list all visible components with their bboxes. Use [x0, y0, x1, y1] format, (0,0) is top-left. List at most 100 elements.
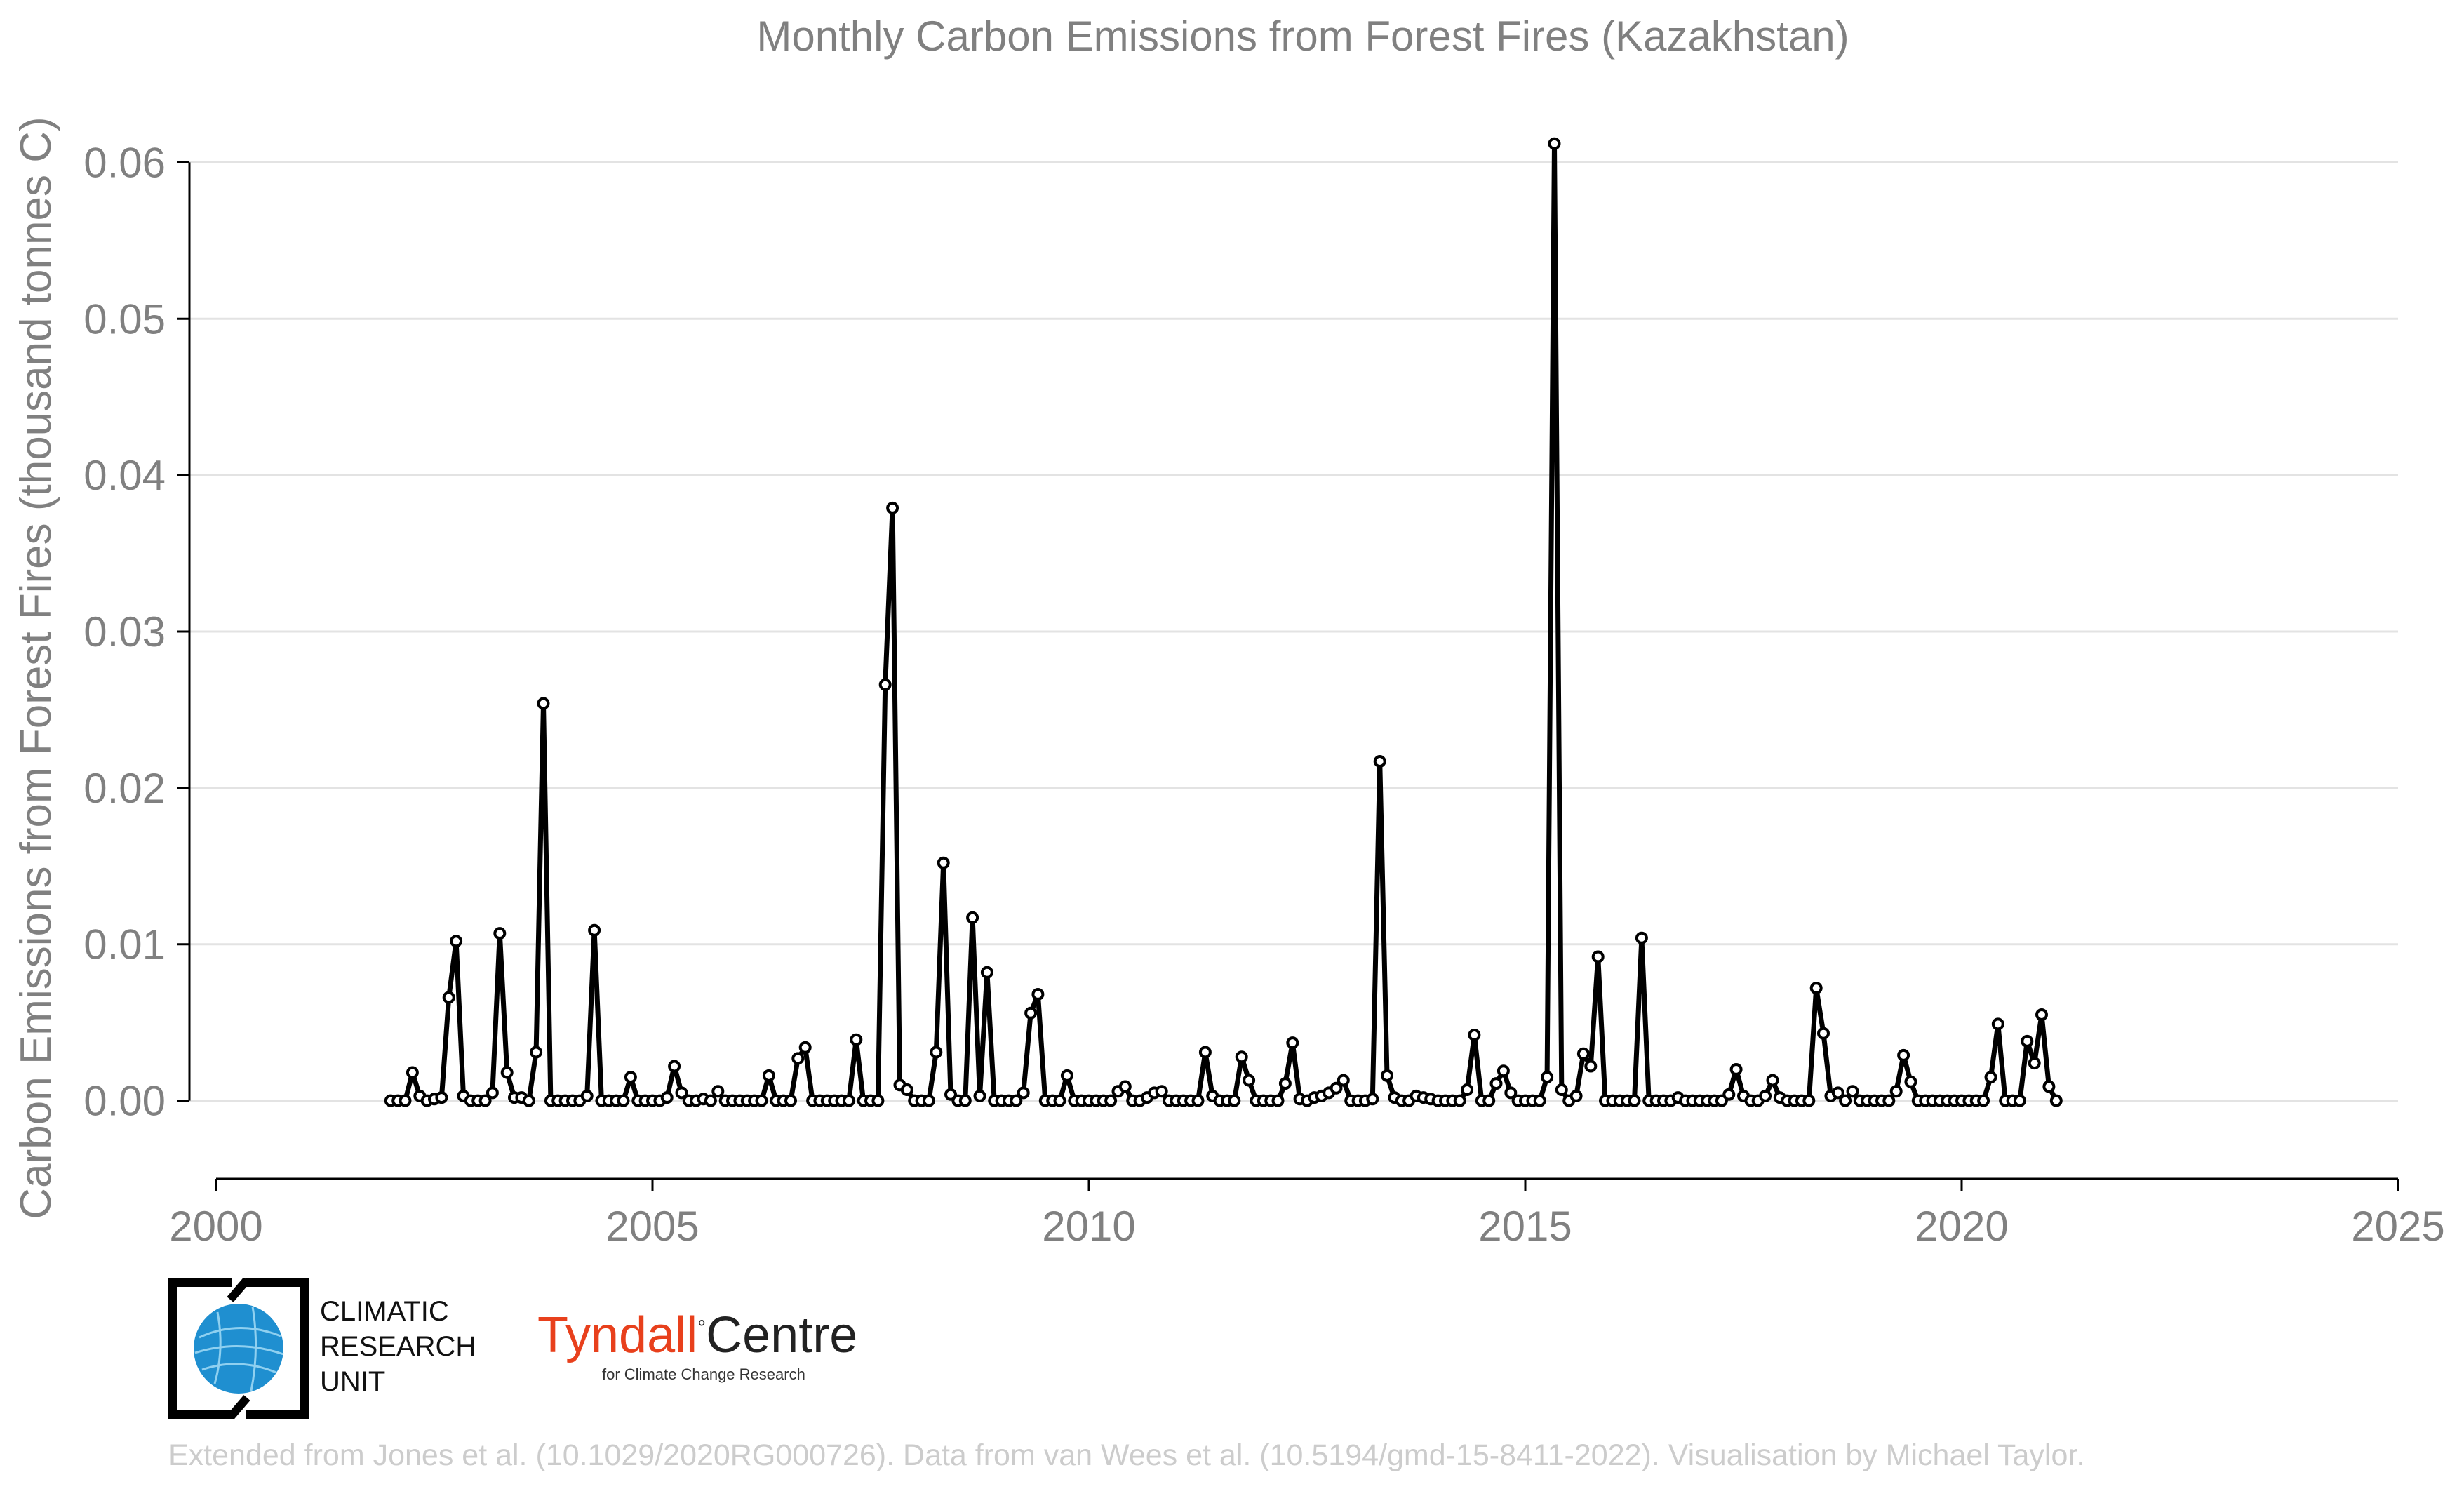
data-point	[1635, 931, 1648, 944]
cru-logo	[168, 1277, 309, 1420]
tyndall-logo: Tyndall°Centre	[537, 1307, 857, 1364]
data-point	[1831, 1086, 1844, 1100]
data-point	[755, 1094, 768, 1107]
data-point	[762, 1069, 775, 1082]
cru-line-1: CLIMATIC	[320, 1296, 449, 1327]
tyndall-subtitle: for Climate Change Research	[602, 1365, 805, 1383]
data-point	[850, 1033, 863, 1046]
cru-line-2: RESEARCH	[320, 1331, 476, 1362]
data-point	[1766, 1074, 1779, 1087]
data-point	[1729, 1063, 1743, 1076]
data-point	[1759, 1089, 1772, 1102]
data-point	[1366, 1093, 1379, 1106]
data-point	[842, 1094, 855, 1107]
data-point	[1017, 1086, 1030, 1100]
data-point	[537, 697, 550, 710]
x-tick-label: 2000	[169, 1203, 262, 1250]
series-points	[384, 137, 2063, 1107]
data-point	[2042, 1080, 2056, 1093]
cru-name: CLIMATIC RESEARCH UNIT	[320, 1294, 476, 1399]
data-point	[1555, 1083, 1568, 1096]
data-point	[1337, 1074, 1350, 1087]
y-tick-label: 0.01	[83, 921, 166, 968]
data-point	[1468, 1029, 1481, 1041]
data-point	[588, 923, 601, 937]
data-point	[2049, 1094, 2063, 1107]
data-point	[1722, 1088, 1736, 1101]
data-point	[1591, 950, 1605, 963]
data-point	[1024, 1006, 1038, 1020]
data-point	[878, 678, 892, 691]
data-point	[486, 1086, 499, 1100]
data-point	[493, 927, 507, 940]
data-point	[1053, 1094, 1066, 1107]
data-point	[973, 1089, 986, 1102]
credit-line: Extended from Jones et al. (10.1029/2020…	[168, 1438, 2085, 1472]
data-point	[406, 1066, 419, 1079]
data-point	[958, 1094, 972, 1107]
data-point	[1198, 1046, 1212, 1059]
data-point	[1453, 1094, 1466, 1107]
data-point	[1809, 982, 1823, 995]
data-point	[711, 1085, 725, 1098]
data-point	[871, 1094, 885, 1107]
x-tick-label: 2010	[1042, 1203, 1135, 1250]
data-point	[2013, 1094, 2026, 1107]
data-point	[966, 911, 979, 924]
data-point	[1533, 1094, 1546, 1107]
data-point	[922, 1094, 935, 1107]
data-point	[930, 1046, 943, 1059]
x-tick-label: 2025	[2351, 1203, 2444, 1250]
data-point	[1191, 1094, 1205, 1107]
tyndall-degree: °	[697, 1316, 707, 1340]
x-tick-label: 2020	[1915, 1203, 2008, 1250]
data-point	[675, 1086, 688, 1100]
data-point	[1846, 1085, 1859, 1098]
data-point	[442, 991, 455, 1004]
data-point	[1569, 1089, 1583, 1102]
data-point	[660, 1091, 674, 1104]
tyndall-name-part1: Tyndall	[537, 1307, 698, 1363]
chart-title: Monthly Carbon Emissions from Forest Fir…	[756, 13, 1849, 60]
data-point	[580, 1089, 594, 1102]
data-point	[624, 1071, 637, 1084]
y-tick-label: 0.02	[83, 765, 166, 812]
data-point	[1904, 1075, 1917, 1088]
y-axis-label: Carbon Emissions from Forest Fires (thou…	[12, 116, 60, 1219]
cru-globe-icon	[168, 1277, 309, 1420]
data-point	[435, 1091, 448, 1104]
series-line	[390, 141, 2058, 1104]
data-point	[1482, 1094, 1496, 1107]
y-tick-label: 0.04	[83, 452, 166, 499]
y-tick-label: 0.06	[83, 139, 166, 186]
data-point	[2028, 1057, 2041, 1070]
data-point	[1817, 1027, 1830, 1040]
data-point	[1381, 1069, 1393, 1082]
data-point	[1060, 1069, 1073, 1082]
data-point	[617, 1094, 630, 1107]
data-point	[668, 1060, 681, 1073]
y-tick-label: 0.00	[83, 1078, 166, 1125]
data-point	[798, 1041, 812, 1054]
data-point	[1330, 1081, 1343, 1095]
tyndall-name-part2: Centre	[706, 1307, 858, 1363]
data-point	[1118, 1080, 1132, 1093]
data-point	[1373, 755, 1386, 768]
grid-lines	[189, 161, 2398, 1102]
data-point	[2035, 1008, 2048, 1021]
data-point	[1984, 1071, 1997, 1084]
data-point	[1882, 1094, 1896, 1107]
data-point	[1897, 1048, 1910, 1062]
data-point	[784, 1094, 797, 1107]
data-point	[1576, 1047, 1590, 1060]
data-point	[500, 1066, 514, 1079]
data-point	[1489, 1077, 1503, 1090]
x-tick-label: 2005	[605, 1203, 699, 1250]
data-point	[791, 1052, 805, 1065]
axes: 0.00 0.01 0.02 0.03 0.04 0.05 0.06 2000 2005 2010…	[83, 139, 2445, 1250]
data-point	[1541, 1071, 1554, 1084]
data-point	[1155, 1085, 1168, 1098]
data-point	[1889, 1085, 1903, 1098]
data-point	[1504, 1086, 1518, 1100]
data-point	[900, 1083, 913, 1096]
